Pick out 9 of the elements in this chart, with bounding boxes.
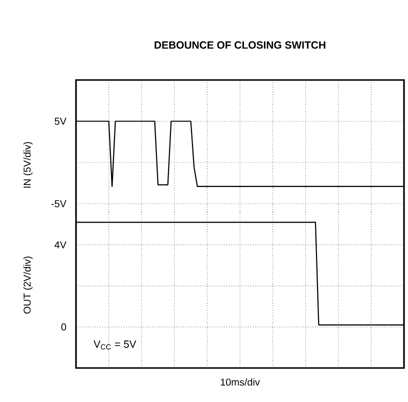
- annotation: V$_{CC}$ = 5V: [94, 340, 136, 350]
- y-axis-title: OUT (2V/div): [23, 256, 33, 314]
- y-tick-label: 5V: [54, 118, 66, 125]
- y-tick-label: 0: [61, 323, 66, 330]
- y-tick-label: -5V: [51, 200, 66, 208]
- y-axis-title: IN (5V/div): [23, 142, 33, 188]
- y-tick-label: 4V: [54, 241, 66, 248]
- chart-title: DEBOUNCE OF CLOSING SWITCH: [154, 41, 326, 49]
- x-axis-title: 10ms/div: [220, 378, 260, 386]
